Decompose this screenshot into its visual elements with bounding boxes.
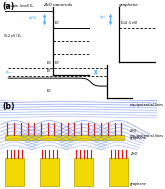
Text: equipotential lines: equipotential lines [130,104,163,108]
Bar [109,158,128,186]
Text: equipotential lines: equipotential lines [130,134,163,138]
Text: graphene: graphene [130,136,146,140]
Text: $\phi_{ZnO}$: $\phi_{ZnO}$ [28,14,38,22]
Text: $\phi_{gr}$: $\phi_{gr}$ [99,13,106,22]
Text: (5.2 eV) E$_F$: (5.2 eV) E$_F$ [3,33,23,40]
Text: E$_F$(4.5 eV): E$_F$(4.5 eV) [120,19,139,27]
Text: $\phi_{ZnO}$: $\phi_{ZnO}$ [5,68,14,76]
Text: graphene: graphene [119,3,139,7]
Text: E$_V$: E$_V$ [46,87,52,95]
Text: ZnO: ZnO [130,129,137,133]
Bar [5,158,24,186]
Text: (a): (a) [2,2,15,11]
Bar [40,158,59,186]
Text: (Vacuum level) E$_0$: (Vacuum level) E$_0$ [3,2,35,10]
Text: E$_0$: E$_0$ [46,60,52,67]
Text: E$_F$: E$_F$ [46,67,52,75]
Text: ZnO: ZnO [130,152,138,156]
Bar [5,135,124,140]
Text: graphene: graphene [130,182,147,186]
Bar [74,158,93,186]
Text: E$_V$: E$_V$ [54,59,61,67]
Text: (b): (b) [2,101,15,111]
Text: E$_C$: E$_C$ [54,19,61,26]
Text: ZnO nanorods: ZnO nanorods [43,3,72,7]
